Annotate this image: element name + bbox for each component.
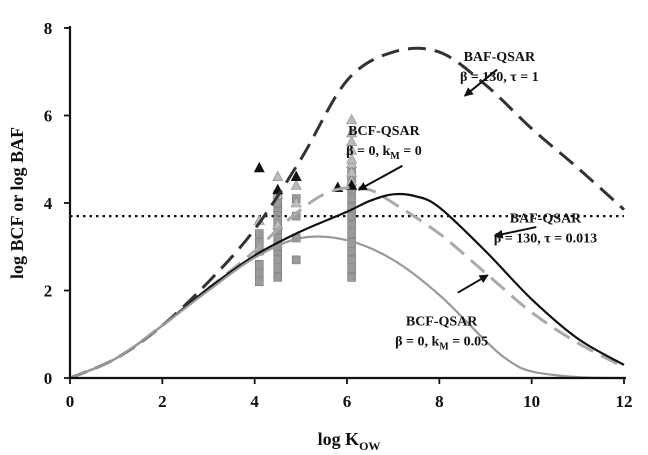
scatter-square <box>347 246 356 256</box>
x-axis-title: log KOW <box>318 429 381 453</box>
annotation-label-4: BCF-QSAR β = 0, kM = 0.05 <box>395 315 488 353</box>
y-tick-label: 0 <box>44 369 53 388</box>
x-axis-title-subscript: OW <box>359 439 380 453</box>
scatter-square <box>347 255 356 265</box>
plot-area <box>69 46 626 380</box>
scatter-square <box>347 220 356 230</box>
annotation-arrow-3 <box>493 226 537 239</box>
scatter-triangle-dark <box>290 170 302 182</box>
annotation-arrow-4 <box>457 274 489 294</box>
scatter-square <box>347 264 356 273</box>
x-tick-label: 8 <box>435 392 444 411</box>
annotation-arrow-1 <box>463 68 498 97</box>
x-tick-label: 4 <box>250 392 259 411</box>
scatter-square <box>273 273 283 282</box>
annotation-line: BCF-QSAR <box>348 124 420 139</box>
annotation-line: β = 0, kM = 0.05 <box>395 335 488 353</box>
scatter-square <box>254 259 264 269</box>
annotation-line: BCF-QSAR <box>406 315 478 330</box>
annotation-line: β = 130, τ = 1 <box>460 70 539 85</box>
y-tick-label: 8 <box>44 19 53 38</box>
y-tick-label: 2 <box>44 282 53 301</box>
y-tick-label: 4 <box>44 194 53 213</box>
scatter-triangle-dark <box>253 161 265 173</box>
x-tick-label: 10 <box>523 392 540 411</box>
x-axis-title-main: log K <box>318 429 360 449</box>
x-tick-label: 12 <box>616 392 633 411</box>
annotations: BAF-QSAR β = 130, τ = 1 BCF-QSAR β = 0, kM … <box>346 50 597 353</box>
scatter-square <box>347 229 356 238</box>
scatter-triangle-light <box>272 170 284 182</box>
scatter-triangle-light <box>346 166 358 177</box>
annotation-line: β = 0, kM = 0 <box>346 144 422 162</box>
scatter-triangle-light <box>346 113 358 125</box>
scatter-triangle-light <box>290 196 302 208</box>
scatter-square <box>273 255 283 265</box>
annotation-label-3: BAF-QSAR β = 130, τ = 0.013 <box>494 212 597 247</box>
annotation-label-1: BAF-QSAR β = 130, τ = 1 <box>460 50 539 85</box>
annotation-label-2: BCF-QSAR β = 0, kM = 0 <box>346 124 422 162</box>
scatter-square <box>347 273 356 282</box>
curve-bcf-qsar-km-005 <box>69 235 625 380</box>
axes: 0 2 4 6 8 10 12 0 2 4 6 8 <box>44 19 633 411</box>
x-tick-label: 6 <box>343 392 352 411</box>
scatter-square <box>273 264 283 273</box>
scatter-triangle-light <box>346 153 358 164</box>
scatter-square <box>254 277 264 287</box>
scatter-triangle-light <box>346 144 358 155</box>
y-axis-title: log BCF or log BAF <box>7 127 27 279</box>
scatter-triangle-light <box>290 179 302 190</box>
annotation-line: BAF-QSAR <box>464 50 536 65</box>
scatter-square <box>254 229 264 238</box>
annotation-line: BAF-QSAR <box>510 212 582 227</box>
scatter-square <box>347 194 356 203</box>
y-tick-label: 6 <box>44 107 53 126</box>
scatter-triangle-light <box>346 135 358 147</box>
scatter-square <box>347 211 356 221</box>
scatter-square <box>254 268 264 278</box>
annotation-line: β = 130, τ = 0.013 <box>494 232 597 247</box>
x-tick-label: 0 <box>66 392 75 411</box>
curve-baf-qsar-tau-1 <box>69 46 626 380</box>
x-tick-label: 2 <box>158 392 167 411</box>
scatter-square <box>291 255 301 265</box>
annotation-arrow-2 <box>357 164 403 191</box>
scatter-triangle-light <box>346 126 358 138</box>
